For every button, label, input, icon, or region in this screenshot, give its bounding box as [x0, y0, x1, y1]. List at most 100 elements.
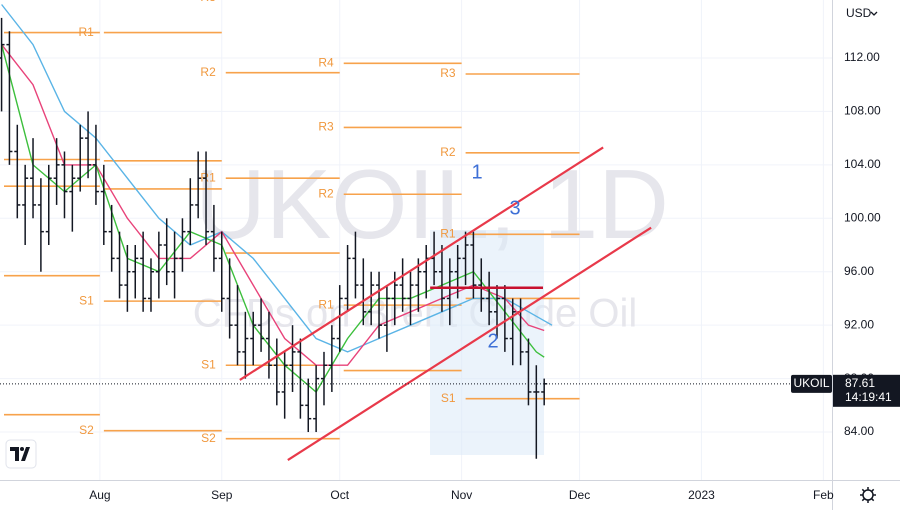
ohlc-bar — [383, 285, 390, 352]
ohlc-bar — [250, 311, 257, 366]
ohlc-bar — [147, 258, 154, 312]
y-tick-label: 108.00 — [844, 104, 881, 118]
ohlc-bar — [336, 285, 343, 352]
pivot-label: S2 — [79, 423, 94, 437]
ohlc-bar — [132, 245, 139, 299]
price-tag — [833, 374, 900, 407]
ohlc-bar — [37, 178, 44, 272]
ohlc-bar — [116, 231, 123, 299]
x-tick-label: 2023 — [688, 488, 715, 502]
volume-profile-area — [430, 230, 544, 455]
wave-label: 3 — [509, 197, 520, 219]
pivot-label: S2 — [201, 431, 216, 445]
ohlc-bar — [289, 325, 296, 392]
pivot-label: S1 — [441, 391, 456, 405]
ohlc-bar — [509, 298, 516, 366]
pivot-label: R1 — [200, 170, 216, 184]
ohlc-bar — [210, 204, 217, 272]
ohlc-bar — [226, 258, 233, 339]
pivot-label: R3 — [440, 66, 456, 80]
ohlc-bar — [30, 138, 37, 219]
ohlc-bar — [0, 17, 5, 112]
ohlc-bar — [69, 164, 76, 232]
x-tick-label: Nov — [451, 488, 472, 502]
ohlc-bar — [360, 258, 367, 326]
ohlc-bar — [281, 351, 288, 419]
symbol-tag — [791, 374, 832, 393]
wave-label: 2 — [487, 330, 498, 352]
ohlc-bar — [155, 231, 162, 299]
ohlc-bar — [124, 245, 131, 312]
ohlc-bar — [100, 164, 107, 246]
x-tick-label: Feb — [813, 488, 834, 502]
y-tick-label: 104.00 — [844, 157, 881, 171]
ohlc-bar — [525, 338, 532, 406]
x-tick-label: Dec — [569, 488, 590, 502]
pivot-label: R2 — [440, 145, 456, 159]
x-tick-label: Oct — [330, 488, 349, 502]
settings-gear[interactable] — [860, 487, 876, 503]
pivot-label: R3 — [200, 0, 216, 4]
ohlc-bar — [501, 285, 508, 352]
countdown: 14:19:41 — [845, 390, 892, 404]
pivot-label: R2 — [200, 65, 216, 79]
ohlc-bar — [171, 231, 178, 299]
ohlc-bar — [273, 338, 280, 406]
ohlc-bar — [187, 178, 194, 246]
pivot-label: R3 — [318, 120, 334, 134]
ohlc-bar — [376, 271, 383, 339]
ohlc-bar — [462, 231, 469, 286]
ohlc-bar — [328, 325, 335, 392]
ohlc-bar — [305, 378, 312, 433]
ohlc-bar — [179, 218, 186, 272]
ohlc-bar — [53, 138, 60, 205]
y-tick-label: 96.00 — [844, 264, 874, 278]
symbol-tag-label: UKOIL — [793, 376, 829, 390]
ohlc-bar — [297, 338, 304, 419]
wave-label: 1 — [471, 161, 482, 183]
currency[interactable]: USD — [846, 6, 872, 20]
ohlc-bar — [61, 151, 68, 219]
ohlc-bar — [478, 258, 485, 312]
ohlc-bar — [446, 258, 453, 326]
ohlc-bar — [533, 365, 540, 459]
y-tick-label: 92.00 — [844, 317, 874, 331]
pivot-label: R1 — [318, 297, 334, 311]
ohlc-bar — [438, 245, 445, 312]
ohlc-bar — [163, 218, 170, 286]
ohlc-bar — [195, 151, 202, 219]
ohlc-bar — [85, 111, 92, 179]
y-tick-label: 84.00 — [844, 424, 874, 438]
currency-chevron[interactable] — [870, 11, 878, 16]
trendline — [287, 226, 652, 462]
pivot-label: R1 — [440, 226, 456, 240]
ohlc-bar — [45, 164, 52, 246]
ohlc-bar — [242, 311, 249, 379]
ohlc-bar — [265, 311, 272, 379]
y-tick-label: 100.00 — [844, 210, 881, 224]
ohlc-bar — [320, 351, 327, 406]
ohlc-bar — [352, 231, 359, 299]
ohlc-bar — [399, 258, 406, 312]
tv-logo[interactable] — [5, 439, 37, 469]
x-tick-label: Aug — [89, 488, 110, 502]
pivot-label: R2 — [318, 186, 334, 200]
ohlc-bar — [218, 231, 225, 312]
ohlc-bar — [140, 231, 147, 312]
pivot-label: S1 — [79, 293, 94, 307]
pivot-label: R1 — [79, 25, 95, 39]
ohlc-bar — [493, 285, 500, 339]
logo-mark — [10, 447, 30, 461]
trendline — [239, 146, 604, 381]
ohlc-bar — [6, 31, 13, 165]
price-tag-label: 87.61 — [845, 376, 875, 390]
ohlc-bar — [258, 298, 265, 352]
ohlc-bar — [92, 124, 99, 205]
ohlc-bar — [77, 124, 84, 192]
pivot-label: R5 — [318, 0, 334, 3]
x-tick-label: Sep — [211, 488, 233, 502]
y-tick-label: 112.00 — [844, 50, 880, 64]
ohlc-bar — [203, 151, 210, 246]
